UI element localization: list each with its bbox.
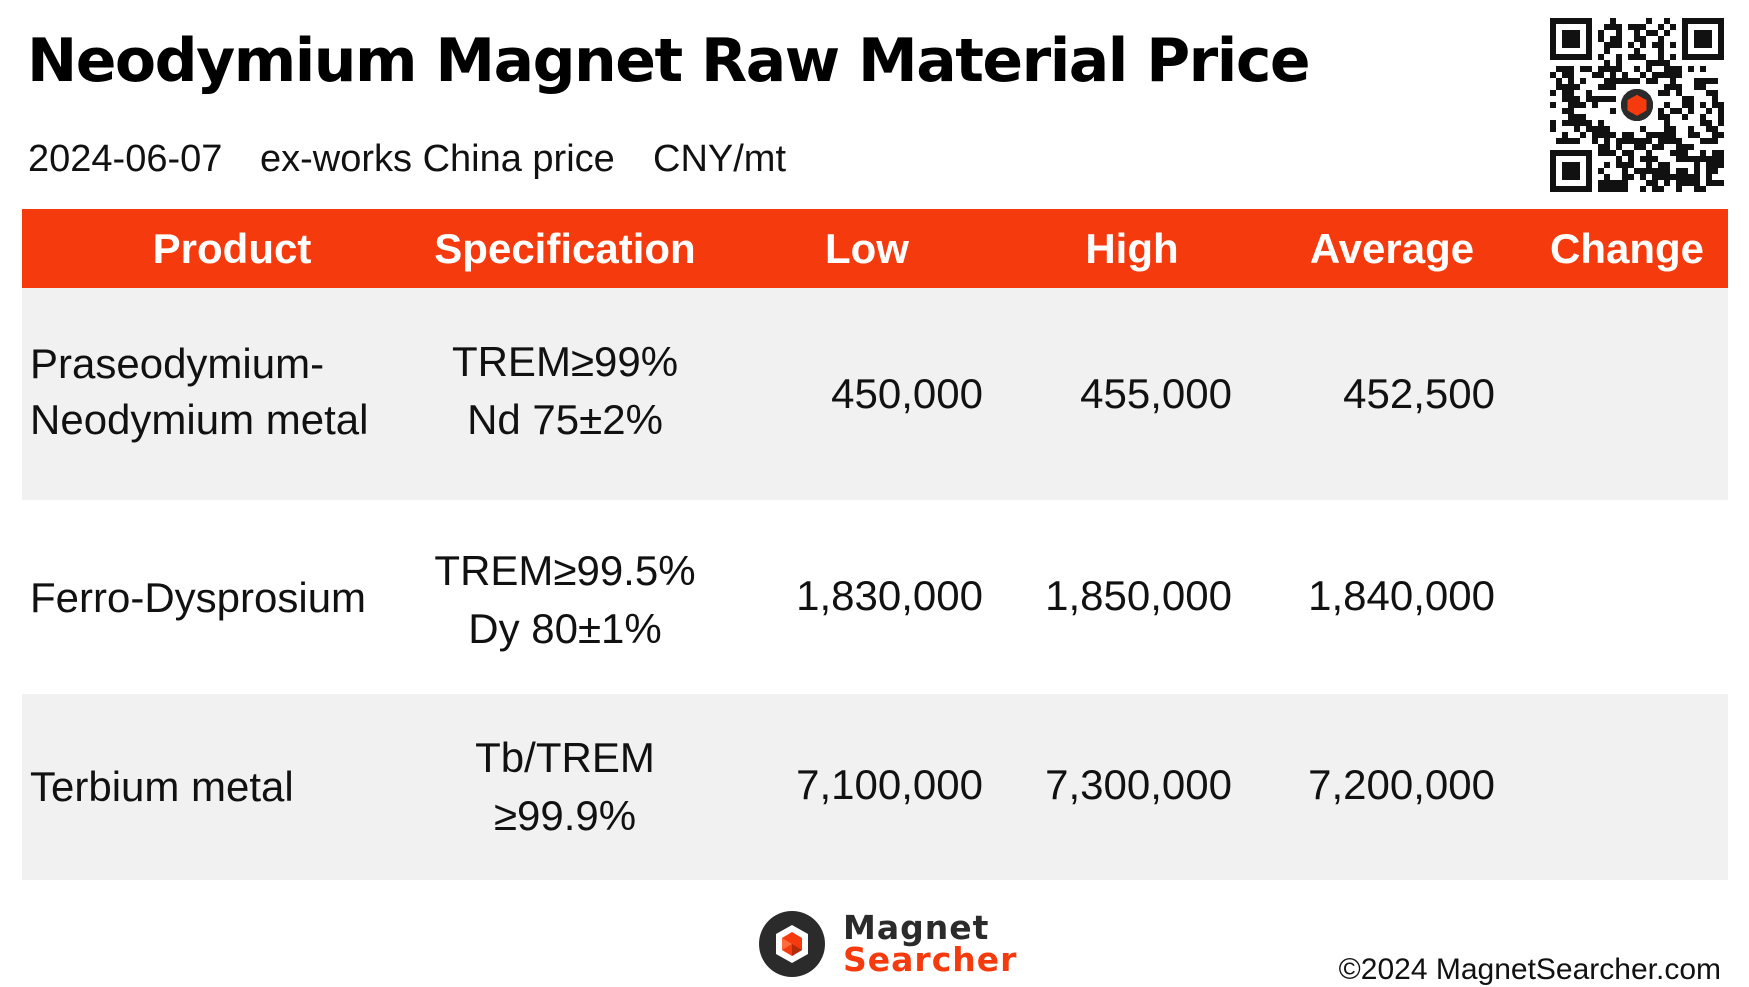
table-header-row: Product Specification Low High Average C… xyxy=(22,209,1728,288)
col-header-low: Low xyxy=(825,225,909,272)
high-cell: 455,000 xyxy=(1080,370,1232,417)
price-basis-line: 2024-06-07 ex-works China price CNY/mt xyxy=(28,134,786,181)
col-header-change: Change xyxy=(1549,225,1704,272)
page-title: Neodymium Magnet Raw Material Price xyxy=(27,26,1311,96)
high-cell: 7,300,000 xyxy=(1045,761,1232,808)
copyright-notice: ©2024 MagnetSearcher.com xyxy=(1338,953,1721,986)
table-row: Ferro-Dysprosium TREM≥99.5% Dy 80±1% 1,8… xyxy=(22,500,1728,694)
qr-code-icon[interactable] xyxy=(1550,18,1724,192)
average-cell: 7,200,000 xyxy=(1308,761,1495,808)
product-cell: Ferro-Dysprosium xyxy=(30,574,367,621)
col-header-specification: Specification xyxy=(434,225,696,272)
product-cell: Terbium metal xyxy=(30,763,294,810)
col-header-product: Product xyxy=(152,225,312,272)
high-cell: 1,850,000 xyxy=(1045,572,1232,619)
logo-line1: Magnet xyxy=(843,908,990,947)
spec-cell: TREM≥99% Nd 75±2% xyxy=(451,338,679,443)
brand-logo[interactable]: Magnet Searcher xyxy=(758,908,1018,980)
price-date: 2024-06-07 xyxy=(28,138,223,180)
spec-cell: Tb/TREM ≥99.9% xyxy=(475,734,655,839)
product-cell: Praseodymium- Neodymium metal xyxy=(30,340,369,443)
low-cell: 1,830,000 xyxy=(796,572,983,619)
logo-line2: Searcher xyxy=(843,940,1018,979)
col-header-average: Average xyxy=(1309,225,1475,272)
low-cell: 7,100,000 xyxy=(796,761,983,808)
average-cell: 1,840,000 xyxy=(1308,572,1495,619)
spec-cell: TREM≥99.5% Dy 80±1% xyxy=(434,547,696,652)
price-unit: CNY/mt xyxy=(653,138,786,180)
magnet-searcher-logo-icon xyxy=(759,911,825,977)
price-basis: ex-works China price xyxy=(260,138,615,180)
low-cell: 450,000 xyxy=(831,370,983,417)
price-table: Product Specification Low High Average C… xyxy=(22,209,1728,880)
table-row: Praseodymium- Neodymium metal TREM≥99% N… xyxy=(22,288,1728,500)
average-cell: 452,500 xyxy=(1343,370,1495,417)
col-header-high: High xyxy=(1085,225,1179,272)
table-row: Terbium metal Tb/TREM ≥99.9% 7,100,000 7… xyxy=(22,694,1728,880)
